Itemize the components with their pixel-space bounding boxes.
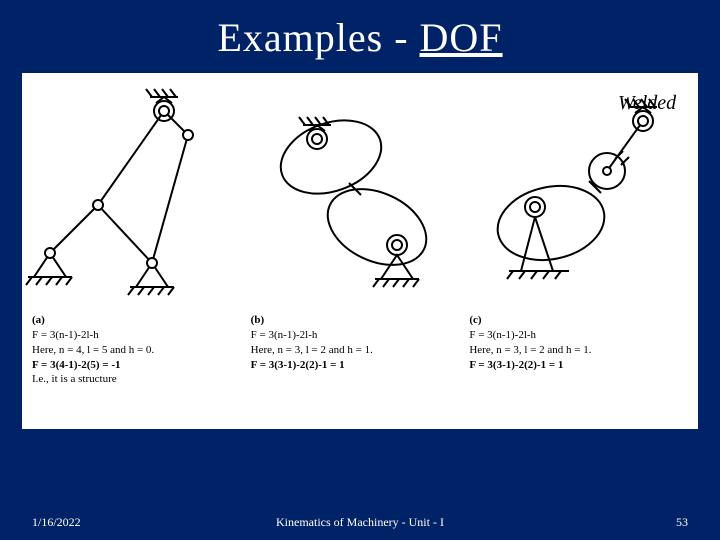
footer-center: Kinematics of Machinery - Unit - I	[0, 515, 720, 530]
col-c-label: (c)	[469, 313, 688, 328]
diagram-area: Welded	[22, 73, 698, 305]
diagrams-row: Welded	[22, 73, 698, 305]
col-b-line2: Here, n = 3, l = 2 and h = 1.	[251, 343, 470, 358]
diagram-a	[22, 73, 247, 305]
col-a-line1: F = 3(n-1)-2l-h	[32, 328, 251, 343]
diagram-c-svg: Welded	[473, 73, 698, 305]
title-text: Examples -	[217, 15, 419, 60]
col-b-line1: F = 3(n-1)-2l-h	[251, 328, 470, 343]
col-b: (b) F = 3(n-1)-2l-h Here, n = 3, l = 2 a…	[251, 313, 470, 421]
col-b-label: (b)	[251, 313, 470, 328]
slide: Examples - DOF	[0, 0, 720, 540]
col-a-label: (a)	[32, 313, 251, 328]
col-a-line2: Here, n = 4, l = 5 and h = 0.	[32, 343, 251, 358]
col-c-line2: Here, n = 3, l = 2 and h = 1.	[469, 343, 688, 358]
title-underlined: DOF	[420, 15, 503, 60]
diagram-c: Welded	[473, 73, 698, 305]
diagram-b-svg	[247, 73, 472, 305]
diagram-b	[247, 73, 472, 305]
footer: 1/16/2022 Kinematics of Machinery - Unit…	[0, 515, 720, 530]
col-c: (c) F = 3(n-1)-2l-h Here, n = 3, l = 2 a…	[469, 313, 688, 421]
slide-title: Examples - DOF	[0, 0, 720, 61]
equations-area: (a) F = 3(n-1)-2l-h Here, n = 4, l = 5 a…	[22, 305, 698, 429]
col-a-line4: I.e., it is a structure	[32, 372, 251, 387]
col-b-line3: F = 3(3-1)-2(2)-1 = 1	[251, 358, 470, 373]
col-c-line1: F = 3(n-1)-2l-h	[469, 328, 688, 343]
col-a-line3: F = 3(4-1)-2(5) = -1	[32, 358, 251, 373]
col-c-line3: F = 3(3-1)-2(2)-1 = 1	[469, 358, 688, 373]
col-a: (a) F = 3(n-1)-2l-h Here, n = 4, l = 5 a…	[32, 313, 251, 421]
diagram-a-svg	[22, 73, 247, 305]
